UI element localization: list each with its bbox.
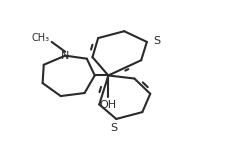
Text: OH: OH [99,100,116,110]
Text: N: N [61,51,69,61]
Text: S: S [153,36,160,46]
Text: CH₃: CH₃ [32,33,50,43]
Text: S: S [110,123,117,133]
